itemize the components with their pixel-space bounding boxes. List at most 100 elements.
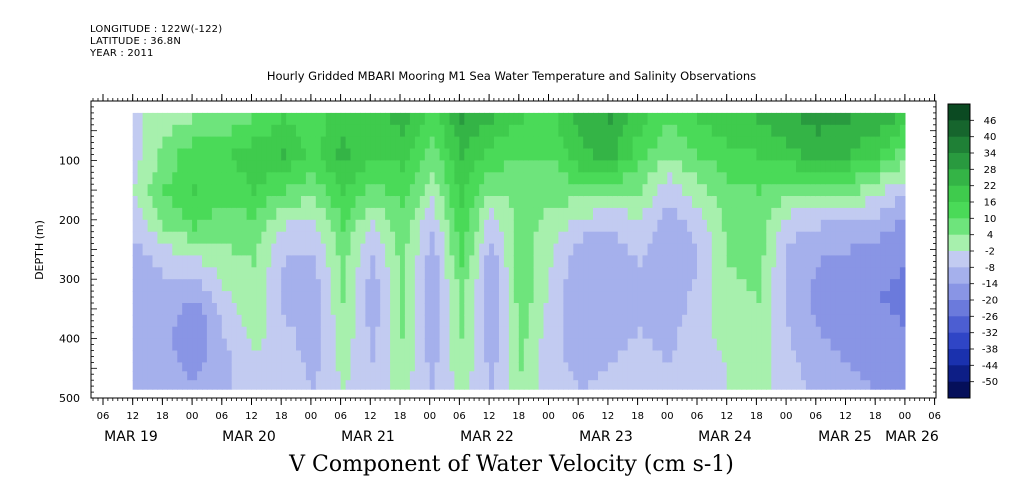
heatmap-cell (296, 112, 302, 126)
heatmap-cell (404, 326, 411, 340)
heatmap-cell (612, 326, 619, 340)
heatmap-cell (667, 371, 673, 381)
heatmap-cell (508, 136, 515, 150)
heatmap-cell (835, 160, 842, 173)
heatmap-cell (667, 112, 673, 126)
heatmap-cell (880, 267, 886, 280)
chart-title: Hourly Gridded MBARI Mooring M1 Sea Wate… (266, 69, 757, 83)
heatmap-cell (256, 291, 262, 304)
heatmap-cell (578, 172, 584, 185)
heatmap-cell (652, 219, 658, 233)
heatmap-cell (563, 243, 569, 257)
heatmap-cell (132, 314, 139, 328)
heatmap-cell (192, 380, 198, 390)
heatmap-cell (221, 314, 228, 328)
heatmap-cell (167, 160, 173, 173)
heatmap-cell (187, 291, 193, 304)
heatmap-cell (241, 231, 248, 245)
heatmap-cell (444, 172, 450, 185)
heatmap-cell (791, 219, 797, 233)
heatmap-cell (380, 267, 386, 280)
heatmap-cell (533, 291, 540, 304)
heatmap-cell (533, 350, 540, 363)
heatmap-cell (622, 362, 629, 372)
heatmap-cell (365, 338, 371, 352)
heatmap-cell (182, 255, 188, 268)
heatmap-cell (365, 291, 371, 304)
heatmap-cell (692, 326, 698, 340)
heatmap-cell (202, 184, 208, 197)
heatmap-cell (637, 326, 644, 340)
x-tick-label: 06 (691, 411, 704, 422)
heatmap-cell (890, 303, 896, 316)
heatmap-cell (756, 160, 762, 173)
heatmap-cell (231, 136, 238, 150)
heatmap-cell (805, 196, 812, 209)
heatmap-cell (781, 172, 787, 185)
heatmap-cell (315, 314, 322, 328)
heatmap-cell (459, 207, 465, 221)
heatmap-cell (137, 303, 144, 316)
heatmap-cell (627, 279, 634, 292)
heatmap-cell (652, 279, 658, 292)
heatmap-cell (865, 338, 871, 352)
heatmap-cell (484, 196, 490, 209)
heatmap-cell (494, 291, 500, 304)
heatmap-cell (548, 362, 555, 372)
heatmap-cell (697, 148, 703, 161)
heatmap-cell (687, 160, 693, 173)
heatmap-cell (716, 314, 723, 328)
heatmap-cell (508, 184, 515, 197)
heatmap-cell (172, 136, 178, 150)
heatmap-cell (815, 243, 822, 257)
heatmap-cell (647, 279, 653, 292)
heatmap-cell (271, 291, 277, 304)
heatmap-cell (825, 314, 832, 328)
heatmap-cell (687, 136, 693, 150)
heatmap-cell (375, 184, 381, 197)
heatmap-cell (855, 362, 861, 372)
heatmap-cell (885, 291, 891, 304)
heatmap-cell (409, 326, 416, 340)
heatmap-cell (172, 371, 178, 381)
heatmap-cell (335, 255, 342, 268)
heatmap-cell (850, 279, 856, 292)
heatmap-cell (513, 160, 520, 173)
heatmap-cell (162, 267, 168, 280)
heatmap-cell (444, 314, 450, 328)
heatmap-cell (627, 291, 634, 304)
heatmap-cell (731, 380, 738, 390)
heatmap-cell (786, 362, 792, 372)
heatmap-cell (568, 362, 574, 372)
heatmap-cell (890, 124, 896, 138)
heatmap-cell (855, 338, 861, 352)
heatmap-cell (246, 350, 253, 363)
heatmap-cell (375, 219, 381, 233)
heatmap-cell (449, 219, 455, 233)
heatmap-cell (400, 371, 406, 381)
heatmap-cell (246, 380, 253, 390)
heatmap-cell (830, 350, 837, 363)
heatmap-cell (528, 112, 535, 126)
heatmap-cell (246, 338, 253, 352)
heatmap-cell (469, 196, 475, 209)
heatmap-cell (568, 314, 574, 328)
heatmap-cell (840, 184, 847, 197)
heatmap-cell (365, 380, 371, 390)
heatmap-cell (865, 196, 871, 209)
heatmap-cell (603, 160, 609, 173)
heatmap-cell (558, 267, 564, 280)
heatmap-cell (677, 160, 683, 173)
heatmap-cell (850, 219, 856, 233)
heatmap-cell (370, 231, 376, 245)
heatmap-cell (840, 231, 847, 245)
heatmap-cell (390, 112, 396, 126)
heatmap-cell (400, 326, 406, 340)
heatmap-cell (672, 136, 678, 150)
heatmap-cell (261, 291, 267, 304)
heatmap-cell (246, 172, 253, 185)
heatmap-cell (385, 338, 391, 352)
heatmap-cell (489, 160, 495, 173)
heatmap-cell (721, 291, 728, 304)
heatmap-cell (637, 380, 644, 390)
